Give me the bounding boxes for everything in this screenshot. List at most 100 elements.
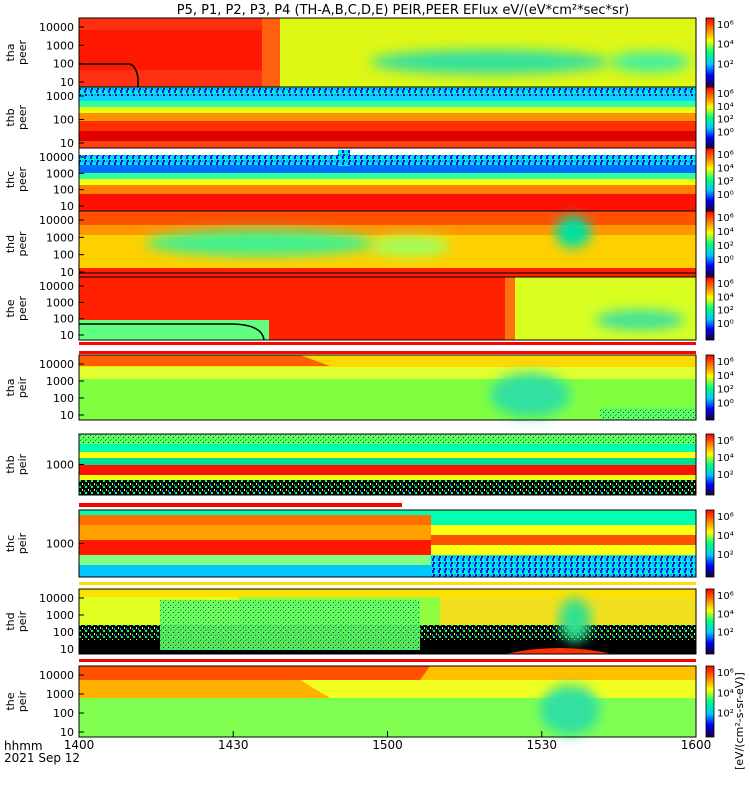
colorbar-tick-label: 10² (717, 241, 734, 252)
colorbar (705, 354, 715, 421)
y-tick-label: 1000 (46, 375, 74, 388)
y-tick-label: 1000 (46, 39, 74, 52)
y-tick-label: 10 (60, 76, 74, 89)
colorbar-tick-label: 10⁶ (717, 150, 734, 161)
y-tick-label: 100 (53, 626, 74, 639)
colorbar-tick-label: 10² (717, 470, 734, 481)
y-tick-label: 1000 (46, 688, 74, 701)
colorbar-tick-label: 10⁴ (717, 292, 734, 303)
y-tick-label: 100 (53, 313, 74, 326)
separator-bar (79, 582, 696, 585)
chart-title: P5, P1, P2, P3, P4 (TH-A,B,C,D,E) PEIR,P… (176, 3, 630, 18)
colorbar-tick-label: 10⁶ (717, 591, 734, 602)
x-tick-label: 1400 (64, 738, 95, 752)
panel-ylabel: thc (4, 535, 17, 552)
colorbar (705, 86, 715, 149)
colorbar (705, 665, 715, 738)
colorbar-tick-label: 10⁴ (717, 688, 734, 699)
y-tick-label: 1000 (46, 459, 74, 472)
colorbar-tick-label: 10⁶ (717, 668, 734, 679)
separator-bar (79, 342, 696, 345)
colorbar (705, 433, 715, 496)
y-tick-label: 1000 (46, 609, 74, 622)
y-tick-label: 10 (60, 137, 74, 150)
panel-ylabel: peir (16, 453, 29, 475)
colorbar-tick-label: 10² (717, 177, 734, 188)
y-tick-label: 100 (53, 58, 74, 71)
panel-ylabel: tha (4, 43, 17, 61)
separator-bar (79, 659, 696, 662)
y-tick-label: 100 (53, 114, 74, 127)
panel-thc-peer (78, 147, 697, 212)
y-tick-label: 10000 (39, 280, 74, 293)
colorbar-tick-label: 10² (717, 306, 734, 317)
panel-ylabel: tha (4, 378, 17, 396)
panel-thd-peer (78, 210, 697, 278)
colorbar (705, 588, 715, 655)
colorbar-tick-label: 10⁴ (717, 609, 734, 620)
y-tick-label: 10000 (39, 669, 74, 682)
colorbar-tick-label: 10⁶ (717, 512, 734, 523)
colorbar-tick-label: 10² (717, 628, 734, 639)
separator-bar (79, 503, 402, 507)
y-tick-label: 100 (53, 707, 74, 720)
colorbar-tick-label: 10⁶ (717, 357, 734, 368)
colorbar (705, 210, 715, 278)
panel-ylabel: the (4, 299, 17, 317)
y-tick-label: 100 (53, 392, 74, 405)
panel-ylabel: peer (16, 105, 29, 131)
colorbar-tick-label: 10⁴ (717, 453, 734, 464)
x-tick-label: 1430 (218, 738, 249, 752)
panel-thb-peir (78, 433, 697, 496)
colorbar-tick-label: 10⁴ (717, 227, 734, 238)
colorbar-tick-label: 10⁶ (717, 20, 734, 31)
colorbar (705, 17, 715, 88)
y-tick-label: 10000 (39, 21, 74, 34)
y-tick-label: 1000 (46, 90, 74, 103)
x-axis-label: hhmm (4, 739, 43, 753)
panel-tha-peer (78, 17, 697, 88)
panel-ylabel: thb (4, 108, 17, 126)
colorbar-tick-label: 10² (717, 385, 734, 396)
x-tick-label: 1500 (372, 738, 403, 752)
colorbar-tick-label: 10⁰ (717, 190, 734, 201)
y-tick-label: 1000 (46, 538, 74, 551)
colorbar-tick-label: 10⁰ (717, 398, 734, 409)
colorbar-tick-label: 10² (717, 59, 734, 70)
panel-thc-peir (78, 509, 697, 578)
colorbar-tick-label: 10⁰ (717, 127, 734, 138)
panel-ylabel: peir (16, 690, 29, 712)
colorbar-tick-label: 10⁶ (717, 89, 734, 100)
panel-ylabel: thd (4, 612, 17, 630)
y-tick-label: 10 (60, 726, 74, 739)
colorbar-tick-label: 10⁰ (717, 319, 734, 330)
colorbar-tick-label: 10⁴ (717, 531, 734, 542)
panel-ylabel: peir (16, 532, 29, 554)
x-tick-label: 1600 (681, 738, 712, 752)
colorbar (705, 147, 715, 212)
colorbar-tick-label: 10⁶ (717, 436, 734, 447)
panel-ylabel: peer (16, 296, 29, 322)
colorbar-tick-label: 10⁶ (717, 279, 734, 290)
panel-the-peer (78, 276, 697, 341)
panel-ylabel: thb (4, 455, 17, 473)
y-tick-label: 1000 (46, 296, 74, 309)
colorbar-tick-label: 10⁴ (717, 40, 734, 51)
panel-ylabel: thd (4, 235, 17, 253)
panel-ylabel: peir (16, 610, 29, 632)
y-tick-label: 10000 (39, 358, 74, 371)
panel-tha-peir (78, 354, 697, 421)
panel-ylabel: peer (16, 231, 29, 257)
y-tick-label: 1000 (46, 231, 74, 244)
y-tick-label: 10 (60, 200, 74, 213)
y-tick-label: 1000 (46, 167, 74, 180)
colorbar-tick-label: 10⁴ (717, 371, 734, 382)
panel-ylabel: thc (4, 171, 17, 188)
colorbar-tick-label: 10⁴ (717, 163, 734, 174)
y-tick-label: 100 (53, 249, 74, 262)
panel-ylabel: the (4, 692, 17, 710)
y-tick-label: 10000 (39, 214, 74, 227)
y-tick-label: 10 (60, 409, 74, 422)
panel-ylabel: peer (16, 40, 29, 66)
